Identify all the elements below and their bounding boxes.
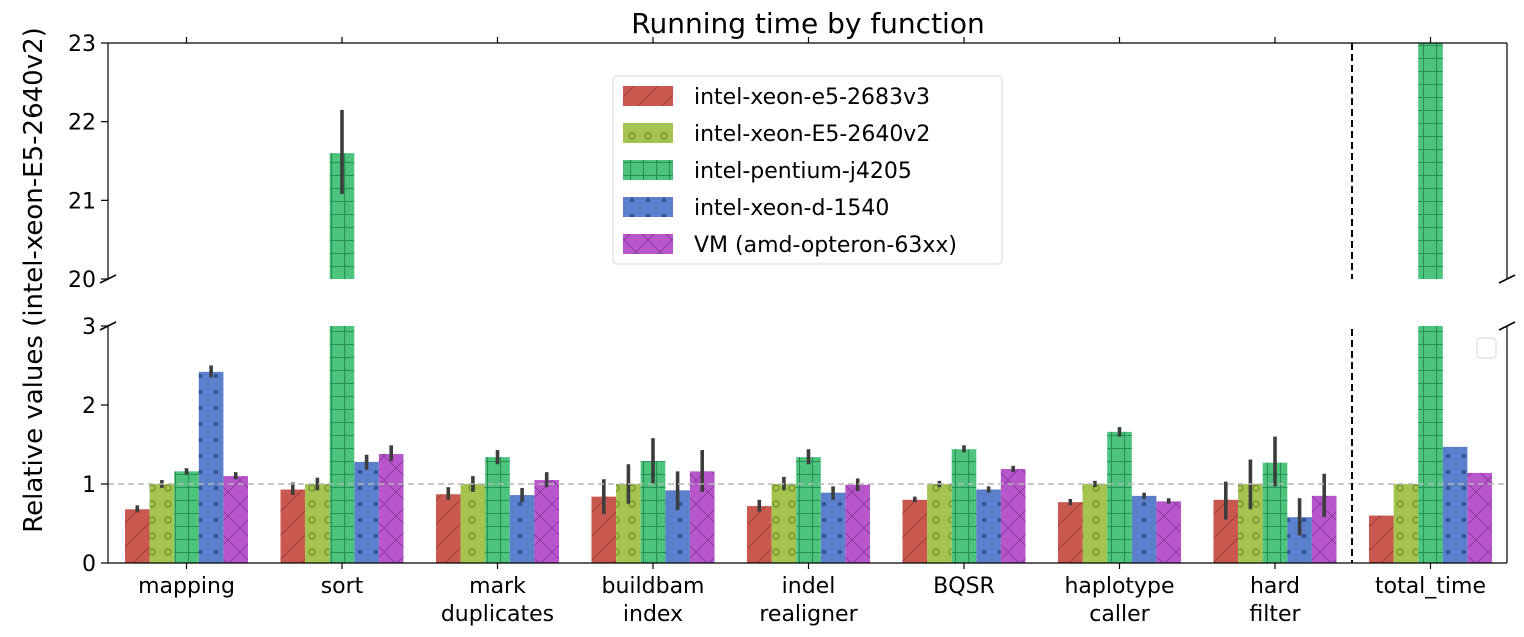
bar-1-2-lower-hatch <box>329 326 355 563</box>
bar-5-4-lower-hatch <box>1000 468 1026 563</box>
upper-ytick-label-3: 23 <box>68 32 96 57</box>
bar-5-3-lower-hatch <box>976 489 1001 563</box>
y-axis-label: Relative values (intel-xeon-E5-2640v2) <box>19 27 49 533</box>
lower-ytick-label-2: 2 <box>82 394 96 419</box>
legend-frame <box>612 75 1003 265</box>
lower-ytick-label-3: 3 <box>82 315 96 340</box>
bar-8-0-lower-hatch <box>1369 515 1394 563</box>
bar-4-3-lower-hatch <box>820 492 846 563</box>
upper-ytick-label-0: 20 <box>68 268 96 293</box>
bar-5-2-lower-hatch <box>951 449 977 563</box>
lower-ytick-label-1: 1 <box>82 473 96 498</box>
xtick-label-3-0: buildbam <box>602 574 705 599</box>
bar-6-0-lower-hatch <box>1058 502 1083 563</box>
bar-5-0-lower-hatch <box>902 499 928 563</box>
bar-8-2-lower-hatch <box>1418 326 1443 563</box>
xtick-label-4-1: realigner <box>759 602 858 627</box>
bars-group <box>125 43 1492 563</box>
bar-0-3-lower-hatch <box>198 371 224 563</box>
bar-4-2-lower-hatch <box>796 457 821 563</box>
bar-2-4-lower-hatch <box>534 480 559 563</box>
xtick-label-2-1: duplicates <box>441 602 554 627</box>
bar-6-4-lower-hatch <box>1156 501 1181 563</box>
upper-ytick-label-2: 22 <box>68 111 96 136</box>
legend-label-0: intel-xeon-e5-2683v3 <box>694 85 930 110</box>
legend-swatch-hatch-3 <box>623 197 673 217</box>
legend: intel-xeon-e5-2683v3 intel-xeon-E5-2640v2… <box>612 75 1003 265</box>
xtick-label-4-0: indel <box>782 574 836 599</box>
xtick-label-3-1: index <box>623 602 683 627</box>
xtick-label-6-1: caller <box>1089 602 1150 627</box>
bar-8-4-lower-hatch <box>1467 472 1492 563</box>
xtick-label-5-0: BQSR <box>933 574 995 599</box>
bar-0-1-lower-hatch <box>149 484 175 563</box>
xtick-label-2-0: mark <box>469 574 526 599</box>
bar-8-3-lower-hatch <box>1442 446 1468 563</box>
empty-legend-box <box>1476 337 1497 359</box>
xtick-label-1-0: sort <box>321 574 364 599</box>
bar-6-3-lower-hatch <box>1131 495 1157 563</box>
legend-swatch-hatch-1 <box>623 123 673 143</box>
bar-0-4-lower-hatch <box>223 476 248 563</box>
axis-break-mark-3 <box>1498 321 1516 331</box>
bar-2-3-lower-hatch <box>509 495 535 563</box>
bar-8-2-upper-hatch <box>1418 43 1443 279</box>
bar-6-1-lower-hatch <box>1082 484 1108 563</box>
bar-0-0-lower-hatch <box>125 509 150 563</box>
bar-0-2-lower-hatch <box>174 471 199 563</box>
bar-8-1-lower-hatch <box>1393 484 1419 563</box>
bar-2-1-lower-hatch <box>460 484 486 563</box>
xtick-label-7-1: filter <box>1249 602 1301 627</box>
lower-ytick-label-0: 0 <box>82 552 96 577</box>
bar-1-3-lower-hatch <box>354 461 379 563</box>
upper-ytick-label-1: 21 <box>68 189 96 214</box>
bar-4-1-lower-hatch <box>771 484 797 563</box>
bar-1-1-lower-hatch <box>305 484 330 563</box>
xtick-label-7-0: hard <box>1250 574 1300 599</box>
bar-5-1-lower-hatch <box>927 484 952 563</box>
legend-swatch-hatch-2 <box>623 160 673 180</box>
xtick-label-6-0: haplotype <box>1064 574 1174 599</box>
bar-1-4-lower-hatch <box>378 453 404 563</box>
legend-label-4: VM (amd-opteron-63xx) <box>694 233 957 258</box>
xtick-label-0-0: mapping <box>138 574 235 599</box>
legend-label-1: intel-xeon-E5-2640v2 <box>694 122 930 147</box>
xtick-label-8-0: total_time <box>1375 574 1486 599</box>
legend-label-2: intel-pentium-j4205 <box>694 159 912 184</box>
legend-swatch-hatch-0 <box>623 86 673 106</box>
legend-swatch-hatch-4 <box>623 234 673 254</box>
bar-4-4-lower-hatch <box>845 484 870 563</box>
bar-1-0-lower-hatch <box>280 489 306 563</box>
axis-break-mark-1 <box>1498 274 1516 284</box>
legend-label-3: intel-xeon-d-1540 <box>694 196 889 221</box>
bar-6-2-lower-hatch <box>1107 431 1132 563</box>
bar-4-0-lower-hatch <box>747 506 772 563</box>
chart-title: Running time by function <box>631 7 984 40</box>
errorbars-group <box>135 109 1326 536</box>
bar-2-0-lower-hatch <box>436 494 461 563</box>
bar-2-2-lower-hatch <box>485 457 510 563</box>
